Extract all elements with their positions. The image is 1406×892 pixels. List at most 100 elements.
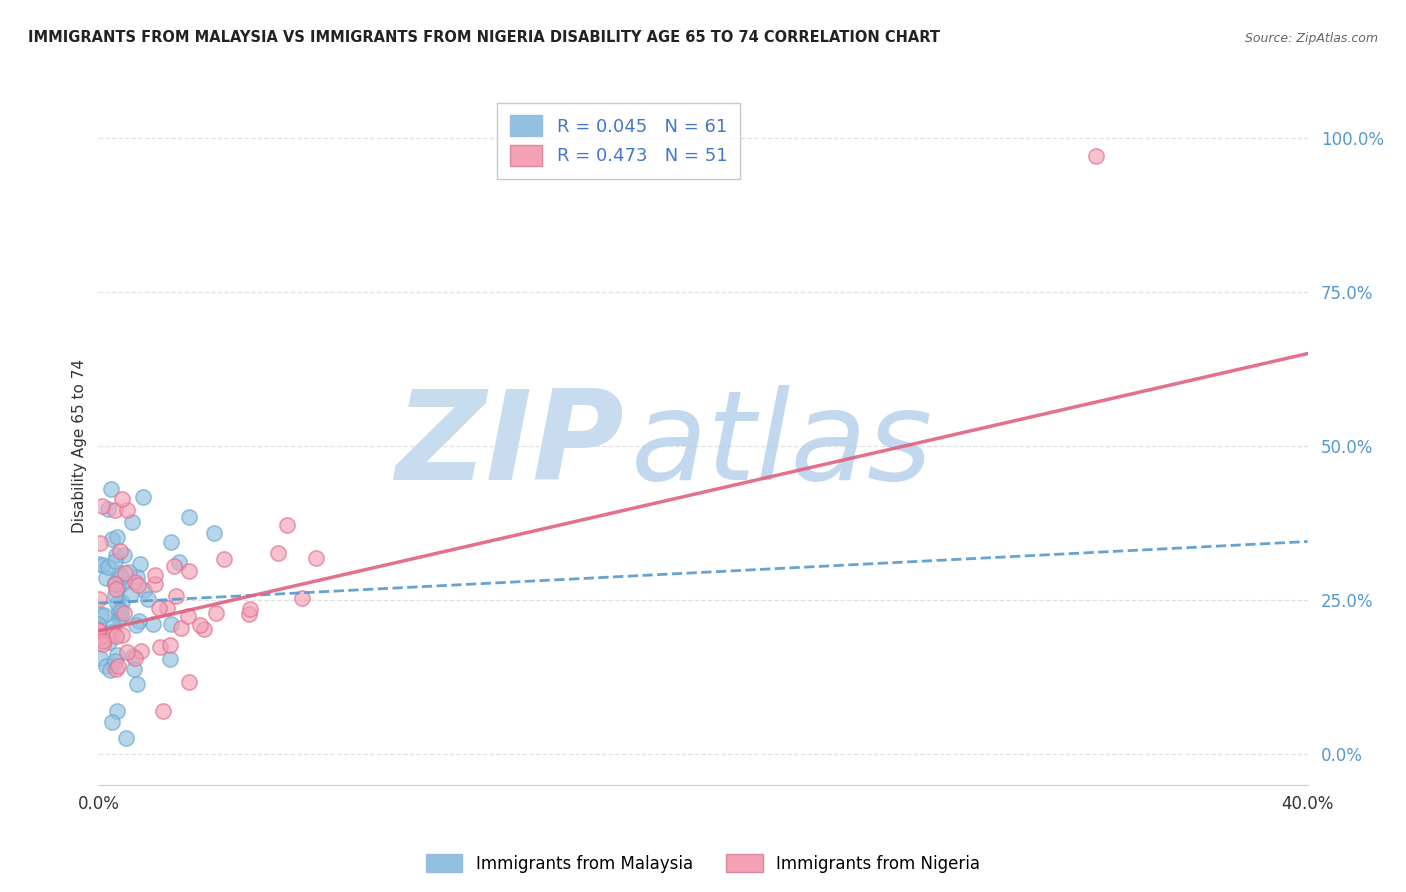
Point <box>163 559 186 574</box>
Point <box>87 624 110 639</box>
Point <box>134 582 156 597</box>
Point <box>91 499 114 513</box>
Point <box>110 570 132 584</box>
Point <box>89 650 111 665</box>
Point <box>107 579 129 593</box>
Point <box>124 650 146 665</box>
Point <box>97 635 120 649</box>
Point <box>105 648 128 662</box>
Point <box>305 550 328 565</box>
Point <box>205 606 228 620</box>
Point <box>115 502 138 516</box>
Point <box>87 623 110 637</box>
Point <box>90 608 112 623</box>
Point <box>91 629 114 643</box>
Point <box>131 644 153 658</box>
Point <box>125 617 148 632</box>
Point <box>97 560 120 574</box>
Point <box>276 518 298 533</box>
Point <box>170 621 193 635</box>
Point <box>103 626 125 640</box>
Point <box>104 654 127 668</box>
Point <box>202 525 225 540</box>
Point <box>129 557 152 571</box>
Point <box>101 618 124 632</box>
Point <box>177 675 200 690</box>
Legend: Immigrants from Malaysia, Immigrants from Nigeria: Immigrants from Malaysia, Immigrants fro… <box>419 847 987 880</box>
Y-axis label: Disability Age 65 to 74: Disability Age 65 to 74 <box>72 359 87 533</box>
Point <box>160 616 183 631</box>
Point <box>169 555 191 569</box>
Point <box>91 634 114 648</box>
Point <box>101 532 124 546</box>
Point <box>104 629 127 643</box>
Point <box>143 567 166 582</box>
Point <box>124 662 146 676</box>
Point <box>127 577 149 591</box>
Point <box>110 609 132 624</box>
Point <box>98 663 121 677</box>
Point <box>125 570 148 584</box>
Point <box>188 618 211 632</box>
Point <box>107 658 129 673</box>
Point <box>110 604 132 618</box>
Point <box>96 572 118 586</box>
Point <box>94 629 117 643</box>
Point <box>121 649 143 664</box>
Point <box>90 631 112 645</box>
Point <box>90 630 112 644</box>
Point <box>148 601 170 615</box>
Point <box>120 587 142 601</box>
Point <box>105 582 128 596</box>
Point <box>94 659 117 673</box>
Point <box>159 651 181 665</box>
Point <box>165 589 187 603</box>
Point <box>128 615 150 629</box>
Point <box>118 565 141 579</box>
Point <box>108 603 131 617</box>
Point <box>108 543 131 558</box>
Point <box>179 564 201 578</box>
Point <box>111 492 134 507</box>
Point <box>108 566 131 581</box>
Point <box>131 490 153 504</box>
Legend: R = 0.045   N = 61, R = 0.473   N = 51: R = 0.045 N = 61, R = 0.473 N = 51 <box>496 103 740 178</box>
Point <box>103 553 125 567</box>
Point <box>112 606 135 620</box>
Point <box>101 625 124 640</box>
Point <box>100 715 122 730</box>
Point <box>152 704 174 718</box>
Point <box>90 629 112 643</box>
Point <box>124 574 146 589</box>
Point <box>97 502 120 516</box>
Point <box>93 608 115 623</box>
Point <box>115 731 138 745</box>
Point <box>111 576 134 591</box>
Point <box>142 616 165 631</box>
Point <box>104 503 127 517</box>
Point <box>114 566 136 581</box>
Point <box>105 662 128 676</box>
Point <box>105 529 128 543</box>
Point <box>238 607 260 621</box>
Point <box>149 640 172 654</box>
Point <box>127 677 149 691</box>
Point <box>1085 149 1108 163</box>
Point <box>101 657 124 672</box>
Text: IMMIGRANTS FROM MALAYSIA VS IMMIGRANTS FROM NIGERIA DISABILITY AGE 65 TO 74 CORR: IMMIGRANTS FROM MALAYSIA VS IMMIGRANTS F… <box>28 29 941 45</box>
Point <box>212 552 235 566</box>
Point <box>156 600 179 615</box>
Point <box>104 575 127 590</box>
Point <box>108 611 131 625</box>
Point <box>107 596 129 610</box>
Point <box>291 591 314 605</box>
Point <box>104 548 127 562</box>
Point <box>177 609 200 624</box>
Point <box>143 576 166 591</box>
Point <box>159 639 181 653</box>
Point <box>89 557 111 571</box>
Point <box>87 591 110 606</box>
Point <box>177 509 200 524</box>
Point <box>91 558 114 573</box>
Point <box>267 546 290 560</box>
